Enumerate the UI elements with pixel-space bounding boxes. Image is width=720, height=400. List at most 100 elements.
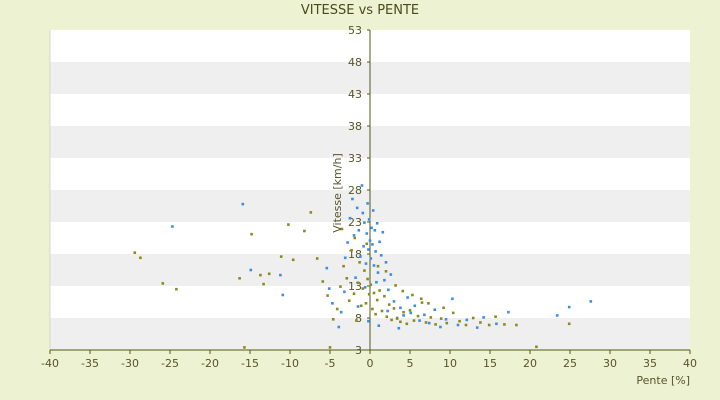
data-point-blue xyxy=(366,202,369,205)
data-point-blue xyxy=(378,240,381,244)
data-point-blue xyxy=(325,266,329,270)
data-point-blue xyxy=(495,322,498,326)
data-point-olive xyxy=(342,264,345,268)
data-point-olive xyxy=(424,321,428,324)
data-point-olive xyxy=(402,310,405,314)
data-point-blue xyxy=(413,304,417,308)
data-point-olive xyxy=(380,309,384,313)
data-point-blue xyxy=(348,216,352,220)
data-point-olive xyxy=(503,323,506,326)
data-point-olive xyxy=(451,311,455,315)
data-point-olive xyxy=(515,323,518,327)
data-point-blue xyxy=(365,232,369,235)
data-point-blue xyxy=(241,202,245,206)
data-point-olive xyxy=(567,322,571,326)
data-point-olive xyxy=(365,242,369,246)
data-point-olive xyxy=(309,211,313,214)
data-point-blue xyxy=(327,287,331,290)
data-point-blue xyxy=(364,262,368,265)
data-point-blue xyxy=(355,206,359,210)
x-tick-label: -30 xyxy=(121,357,139,370)
data-point-blue xyxy=(374,250,377,253)
data-point-blue xyxy=(418,319,421,322)
data-point-blue xyxy=(386,309,389,313)
data-point-olive xyxy=(445,321,449,325)
y-tick-label: 43 xyxy=(348,88,362,101)
data-point-blue xyxy=(589,300,593,303)
data-point-olive xyxy=(366,277,369,281)
x-tick-label: 10 xyxy=(443,357,457,370)
data-point-blue xyxy=(439,325,442,329)
data-point-olive xyxy=(339,285,342,288)
data-point-olive xyxy=(291,258,295,262)
tick-labels: -40 -35 -30 -25 -20 -15 -10 -5 0 5 10 15 20 25 30 35 40 3… xyxy=(41,24,697,370)
data-point-olive xyxy=(412,319,416,322)
data-point-blue xyxy=(369,257,373,260)
x-tick-label: -20 xyxy=(201,357,219,370)
data-point-olive xyxy=(303,229,306,233)
data-point-olive xyxy=(335,307,339,311)
data-point-blue xyxy=(402,314,405,317)
data-point-blue xyxy=(387,288,390,292)
data-point-blue xyxy=(409,311,413,315)
data-point-blue xyxy=(465,318,469,322)
y-tick-label: 3 xyxy=(355,344,362,357)
data-point-blue xyxy=(381,230,385,234)
data-point-blue xyxy=(379,254,383,257)
data-point-olive xyxy=(361,287,365,290)
data-point-olive xyxy=(439,317,443,320)
data-point-olive xyxy=(487,323,491,327)
data-point-blue xyxy=(375,222,379,225)
x-axis-label: Pente [%] xyxy=(636,374,690,387)
data-point-olive xyxy=(390,318,393,322)
data-point-olive xyxy=(401,289,405,293)
data-point-olive xyxy=(340,227,344,231)
data-point-olive xyxy=(133,251,137,254)
data-point-olive xyxy=(364,302,368,305)
data-point-olive xyxy=(399,320,402,324)
data-point-blue xyxy=(367,218,371,221)
data-point-olive xyxy=(139,256,142,260)
data-point-olive xyxy=(369,283,373,286)
data-point-blue xyxy=(423,313,426,317)
data-point-blue xyxy=(359,255,362,258)
data-point-blue xyxy=(383,278,386,282)
data-point-blue xyxy=(475,326,479,329)
data-point-blue xyxy=(249,268,253,272)
data-point-blue xyxy=(555,314,559,317)
data-point-blue xyxy=(433,308,437,311)
data-point-olive xyxy=(279,255,283,258)
data-point-blue xyxy=(377,324,381,327)
data-point-blue xyxy=(357,229,361,232)
data-point-olive xyxy=(161,282,165,285)
y-tick-label: 23 xyxy=(348,216,362,229)
y-tick-label: 53 xyxy=(348,24,362,37)
data-point-blue xyxy=(361,211,365,215)
x-tick-label: -5 xyxy=(325,357,336,370)
data-point-olive xyxy=(267,272,271,276)
x-tick-label: 35 xyxy=(643,357,657,370)
data-point-olive xyxy=(408,309,412,312)
x-tick-label: -35 xyxy=(81,357,99,370)
x-tick-label: 40 xyxy=(683,357,697,370)
x-tick-label: 5 xyxy=(407,357,414,370)
data-point-olive xyxy=(458,319,461,323)
data-point-olive xyxy=(321,280,325,283)
data-point-olive xyxy=(429,316,433,319)
data-point-blue xyxy=(171,225,174,228)
data-point-olive xyxy=(434,323,437,326)
data-point-blue xyxy=(343,290,346,294)
y-tick-label: 48 xyxy=(348,56,362,69)
data-point-olive xyxy=(416,314,420,318)
data-point-olive xyxy=(250,232,253,236)
data-point-olive xyxy=(238,277,241,280)
data-point-blue xyxy=(346,241,349,244)
y-tick-label: 18 xyxy=(348,248,362,261)
y-tick-label: 38 xyxy=(348,120,362,133)
data-point-olive xyxy=(356,281,360,285)
data-point-olive xyxy=(378,289,381,292)
data-point-blue xyxy=(371,209,375,212)
data-point-blue xyxy=(456,323,460,327)
